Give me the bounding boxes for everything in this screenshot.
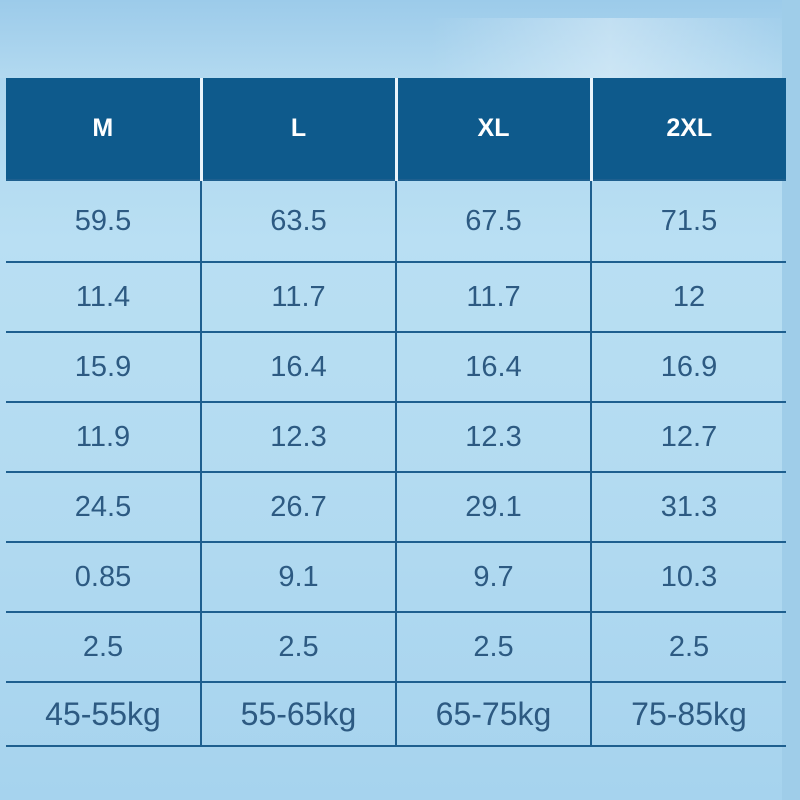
- table-cell: 12.7: [590, 401, 786, 472]
- table-row: 11.4 11.7 11.7 12: [6, 261, 786, 332]
- table-cell: 16.4: [395, 331, 591, 402]
- table-cell: 26.7: [200, 471, 396, 542]
- size-chart-table: M L XL 2XL 59.5 63.5 67.5 71.5 11.4 11.7…: [6, 78, 786, 747]
- weight-range-cell: 45-55kg: [6, 681, 201, 747]
- table-cell: 2.5: [590, 611, 786, 682]
- table-cell: 24.5: [6, 471, 201, 542]
- weight-range-cell: 55-65kg: [200, 681, 396, 747]
- table-cell: 11.7: [200, 261, 396, 332]
- right-edge-strip: [782, 0, 800, 800]
- header-size-m: M: [6, 78, 201, 180]
- table-cell: 29.1: [395, 471, 591, 542]
- table-cell: 11.9: [6, 401, 201, 472]
- table-cell: 11.4: [6, 261, 201, 332]
- table-cell: 9.7: [395, 541, 591, 612]
- header-row: M L XL 2XL: [6, 78, 786, 180]
- table-cell: 63.5: [200, 179, 396, 262]
- table-cell: 12.3: [200, 401, 396, 472]
- table-cell: 2.5: [200, 611, 396, 682]
- table-cell: 59.5: [6, 179, 201, 262]
- table-cell: 2.5: [6, 611, 201, 682]
- table-row: 0.85 9.1 9.7 10.3: [6, 541, 786, 612]
- weight-range-cell: 75-85kg: [590, 681, 786, 747]
- table-cell: 16.9: [590, 331, 786, 402]
- table-cell: 31.3: [590, 471, 786, 542]
- table-cell: 2.5: [395, 611, 591, 682]
- table-cell: 12.3: [395, 401, 591, 472]
- table-cell: 10.3: [590, 541, 786, 612]
- weight-range-cell: 65-75kg: [395, 681, 591, 747]
- table-cell: 12: [590, 261, 786, 332]
- header-size-2xl: 2XL: [589, 78, 786, 180]
- table-cell: 67.5: [395, 179, 591, 262]
- table-cell: 15.9: [6, 331, 201, 402]
- table-row: 11.9 12.3 12.3 12.7: [6, 401, 786, 472]
- weight-row: 45-55kg 55-65kg 65-75kg 75-85kg: [6, 681, 786, 747]
- table-row: 59.5 63.5 67.5 71.5: [6, 179, 786, 262]
- header-size-l: L: [199, 78, 396, 180]
- table-cell: 16.4: [200, 331, 396, 402]
- top-banner: [0, 0, 800, 78]
- table-cell: 0.85: [6, 541, 201, 612]
- table-cell: 71.5: [590, 179, 786, 262]
- table-cell: 11.7: [395, 261, 591, 332]
- table-cell: 9.1: [200, 541, 396, 612]
- table-row: 15.9 16.4 16.4 16.9: [6, 331, 786, 402]
- header-size-xl: XL: [394, 78, 591, 180]
- banner-highlight: [430, 18, 790, 78]
- table-row: 2.5 2.5 2.5 2.5: [6, 611, 786, 682]
- table-row: 24.5 26.7 29.1 31.3: [6, 471, 786, 542]
